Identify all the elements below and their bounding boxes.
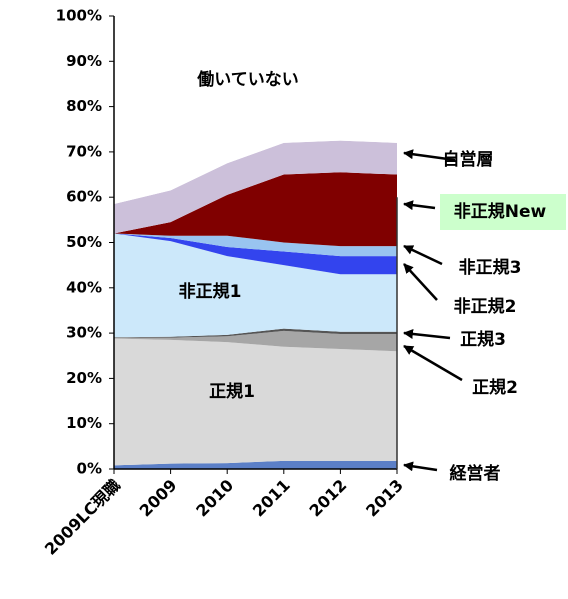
x-tick-label: 2009LC現職	[41, 476, 124, 559]
y-tick-label: 50%	[66, 233, 102, 251]
x-tick-label: 2011	[249, 476, 294, 521]
legend-label: 非正規2	[454, 296, 517, 317]
legend-label: 非正規3	[459, 257, 522, 278]
x-tick-label: 2009	[136, 476, 181, 521]
y-tick-label: 70%	[66, 142, 102, 160]
legend-label: 経営者	[450, 463, 501, 484]
x-tick-label: 2012	[305, 476, 350, 521]
legend-label: 正規3	[460, 330, 506, 350]
label-box	[440, 194, 566, 230]
area	[114, 172, 397, 247]
y-tick-label: 90%	[66, 52, 102, 70]
area	[114, 233, 397, 257]
legend-label: 自営層	[443, 149, 494, 170]
y-tick-label: 60%	[66, 188, 102, 206]
area	[114, 233, 397, 275]
area	[114, 233, 397, 338]
arrow	[403, 200, 436, 211]
x-tick-label: 2010	[192, 476, 237, 521]
x-tick-label: 2013	[362, 476, 407, 521]
legend-label: 正規2	[472, 378, 518, 398]
arrow	[403, 149, 456, 162]
legend-label: 非正規New	[454, 201, 547, 222]
area-label: 働いていない	[196, 69, 299, 90]
area	[114, 330, 397, 352]
y-tick-label: 40%	[66, 278, 102, 296]
area	[114, 140, 397, 234]
area-label: 非正規1	[179, 281, 242, 302]
area	[114, 338, 397, 466]
arrow	[403, 329, 451, 340]
y-tick-label: 10%	[66, 414, 102, 432]
y-tick-label: 30%	[66, 324, 102, 342]
area	[114, 328, 397, 338]
y-tick-label: 20%	[66, 369, 102, 387]
arrow	[403, 244, 443, 266]
y-tick-label: 0%	[77, 460, 102, 478]
y-tick-label: 100%	[56, 7, 102, 25]
area	[114, 460, 397, 469]
area-label: 正規1	[209, 382, 255, 402]
area	[114, 16, 397, 204]
arrow	[403, 344, 463, 382]
arrow	[403, 461, 438, 472]
y-tick-label: 80%	[66, 97, 102, 115]
arrow	[403, 263, 438, 301]
